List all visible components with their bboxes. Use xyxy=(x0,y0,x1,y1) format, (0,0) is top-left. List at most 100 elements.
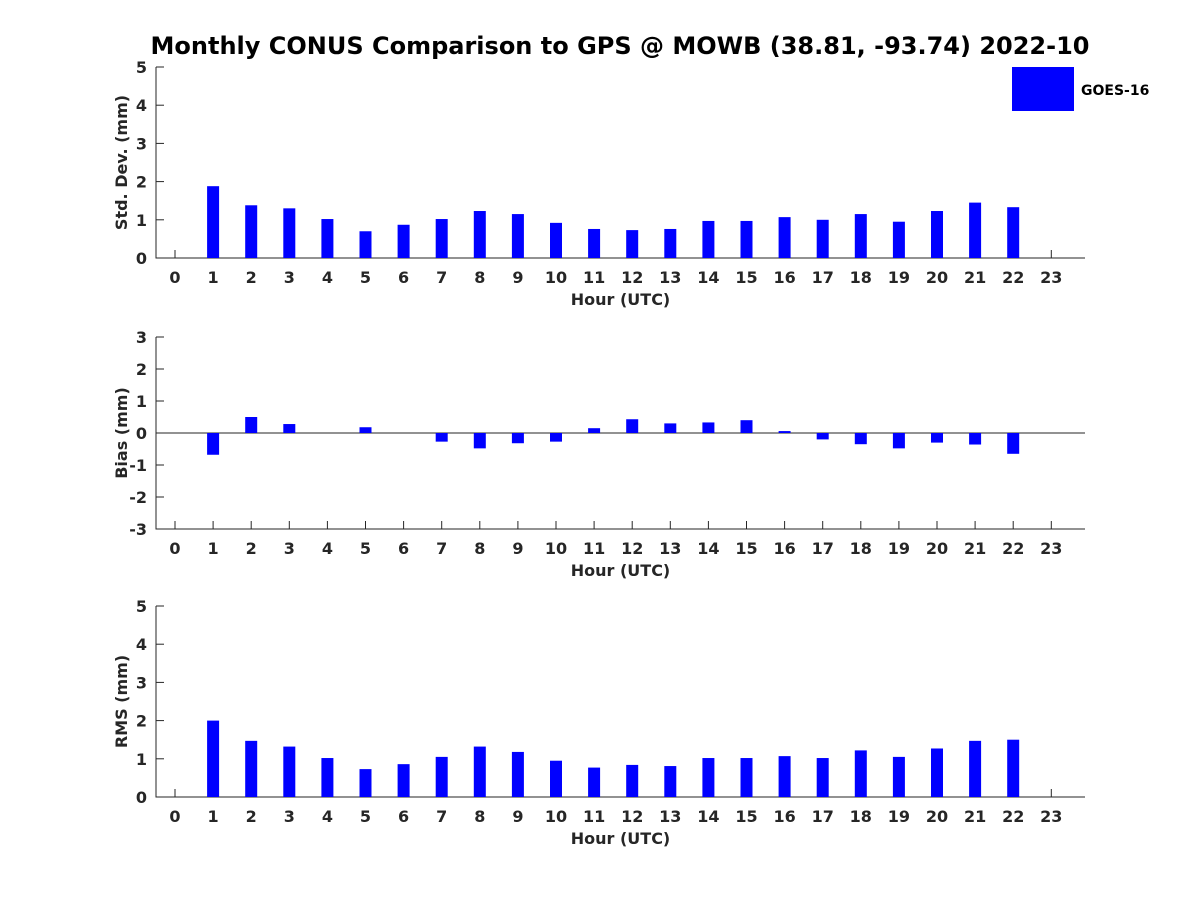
bias-xtick-label: 16 xyxy=(773,539,795,558)
std-dev-xtick-label: 9 xyxy=(512,268,523,287)
bias-xtick-label: 22 xyxy=(1002,539,1024,558)
rms-xtick-label: 23 xyxy=(1040,807,1062,826)
std-dev-xtick-label: 11 xyxy=(583,268,605,287)
bias-xtick-label: 7 xyxy=(436,539,447,558)
rms-bar-hour-7 xyxy=(435,756,448,797)
rms-xtick-label: 17 xyxy=(812,807,834,826)
rms-bar-hour-11 xyxy=(588,767,601,797)
bias-bar-hour-13 xyxy=(664,423,677,433)
rms-ylabel: RMS (mm) xyxy=(112,655,131,748)
rms-xtick-label: 10 xyxy=(545,807,567,826)
rms-bar-hour-12 xyxy=(626,764,639,797)
bias-bar-hour-7 xyxy=(435,433,448,442)
rms-ytick-label: 0 xyxy=(136,788,147,807)
bias-bar-hour-14 xyxy=(702,422,715,433)
rms-bar-hour-18 xyxy=(854,750,867,797)
rms-xtick-label: 21 xyxy=(964,807,986,826)
std-dev-xtick-label: 20 xyxy=(926,268,948,287)
bias-bar-hour-1 xyxy=(207,433,220,455)
rms-ytick-label: 5 xyxy=(136,597,147,616)
bias-xtick-label: 10 xyxy=(545,539,567,558)
rms-bar-hour-10 xyxy=(550,760,562,797)
rms-xtick-label: 0 xyxy=(169,807,180,826)
std-dev-bar-hour-20 xyxy=(931,211,943,258)
bias-bar-hour-22 xyxy=(1007,433,1020,454)
bias-bar-hour-18 xyxy=(854,433,867,445)
rms-bar-hour-3 xyxy=(283,746,296,797)
bias-xtick-label: 23 xyxy=(1040,539,1062,558)
std-dev-xlabel: Hour (UTC) xyxy=(571,290,671,309)
rms-xtick-label: 8 xyxy=(474,807,485,826)
bias-ytick-label: -3 xyxy=(129,520,147,539)
bias-xtick-label: 3 xyxy=(284,539,295,558)
figure-title: Monthly CONUS Comparison to GPS @ MOWB (… xyxy=(151,32,1090,60)
std-dev-bar-hour-10 xyxy=(550,222,562,258)
rms-xtick-label: 1 xyxy=(208,807,219,826)
rms-xtick-label: 14 xyxy=(697,807,719,826)
std-dev-ytick-label: 4 xyxy=(136,96,147,115)
std-dev-ytick-label: 1 xyxy=(136,211,147,230)
std-dev-xtick-label: 10 xyxy=(545,268,567,287)
rms-xtick-label: 11 xyxy=(583,807,605,826)
bias-xtick-label: 17 xyxy=(812,539,834,558)
rms-xtick-label: 7 xyxy=(436,807,447,826)
bias-bar-hour-11 xyxy=(588,428,601,433)
bias-bar-hour-8 xyxy=(473,433,486,449)
rms-bar-hour-22 xyxy=(1007,739,1020,797)
bias-bar-hour-21 xyxy=(969,433,982,445)
bias-xtick-label: 6 xyxy=(398,539,409,558)
rms-ytick-label: 4 xyxy=(136,635,147,654)
std-dev-xtick-label: 6 xyxy=(398,268,409,287)
rms-xtick-label: 3 xyxy=(284,807,295,826)
std-dev-xtick-label: 16 xyxy=(773,268,795,287)
bias-xtick-label: 21 xyxy=(964,539,986,558)
std-dev-xtick-label: 12 xyxy=(621,268,643,287)
bias-bar-hour-10 xyxy=(550,433,562,442)
std-dev-xtick-label: 23 xyxy=(1040,268,1062,287)
bias-ylabel: Bias (mm) xyxy=(112,387,131,479)
rms-ytick-label: 1 xyxy=(136,750,147,769)
std-dev-ytick-label: 3 xyxy=(136,134,147,153)
rms-bar-hour-20 xyxy=(931,748,943,797)
rms-xtick-label: 22 xyxy=(1002,807,1024,826)
rms-bar-hour-4 xyxy=(321,758,334,797)
rms-xtick-label: 6 xyxy=(398,807,409,826)
bias-ytick-label: -2 xyxy=(129,488,147,507)
bias-ytick-label: -1 xyxy=(129,456,147,475)
std-dev-bar-hour-3 xyxy=(283,208,296,258)
bias-xtick-label: 18 xyxy=(850,539,872,558)
std-dev-xtick-label: 5 xyxy=(360,268,371,287)
bias-bar-hour-2 xyxy=(245,417,258,433)
bias-bar-hour-20 xyxy=(931,433,943,443)
rms-bar-hour-16 xyxy=(778,756,791,797)
std-dev-bar-hour-4 xyxy=(321,219,334,258)
std-dev-bar-hour-13 xyxy=(664,228,677,258)
bias-ytick-label: 0 xyxy=(136,424,147,443)
std-dev-xtick-label: 18 xyxy=(850,268,872,287)
std-dev-bar-hour-7 xyxy=(435,219,448,258)
std-dev-xtick-label: 4 xyxy=(322,268,333,287)
legend-swatch-goes-16 xyxy=(1012,67,1074,111)
bias-xtick-label: 2 xyxy=(246,539,257,558)
bias-bar-hour-16 xyxy=(778,431,791,433)
std-dev-bar-hour-16 xyxy=(778,217,791,258)
rms-bar-hour-21 xyxy=(969,740,982,797)
std-dev-bar-hour-6 xyxy=(397,224,410,258)
std-dev-bar-hour-5 xyxy=(359,231,372,258)
rms-xtick-label: 19 xyxy=(888,807,910,826)
std-dev-xtick-label: 13 xyxy=(659,268,681,287)
std-dev-ytick-label: 5 xyxy=(136,58,147,77)
bias-bar-hour-5 xyxy=(359,427,372,433)
bias-bar-hour-9 xyxy=(511,433,524,444)
bias-ytick-label: 3 xyxy=(136,328,147,347)
rms-xtick-label: 4 xyxy=(322,807,333,826)
bias-xtick-label: 9 xyxy=(512,539,523,558)
std-dev-bar-hour-8 xyxy=(473,211,486,258)
bias-xtick-label: 4 xyxy=(322,539,333,558)
std-dev-bar-hour-18 xyxy=(854,214,867,258)
std-dev-ytick-label: 2 xyxy=(136,173,147,192)
rms-bar-hour-13 xyxy=(664,766,677,797)
